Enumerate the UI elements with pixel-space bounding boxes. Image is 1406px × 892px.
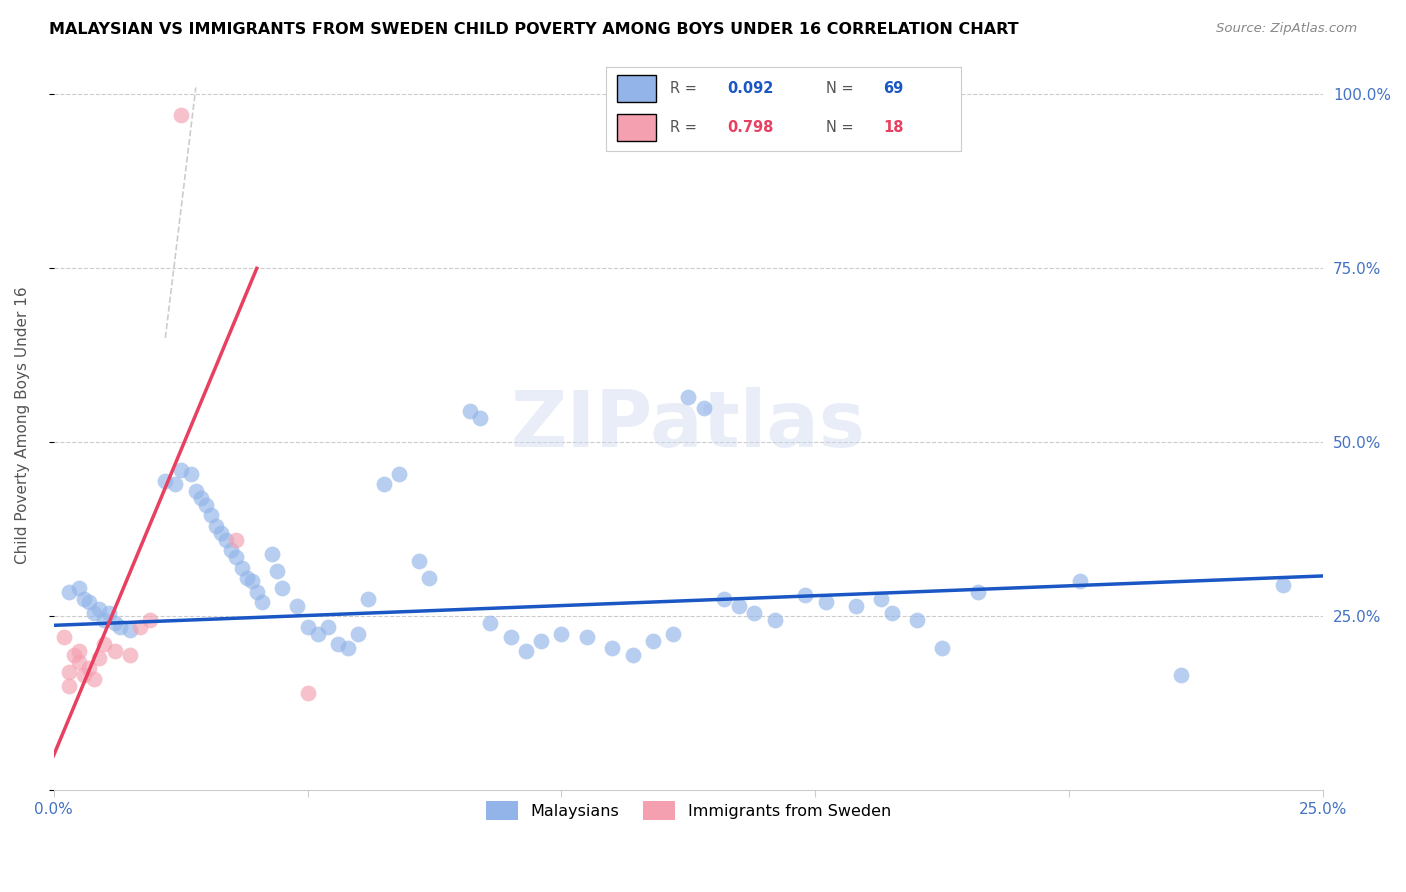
Point [357, 591, 380, 606]
Point [194, 498, 217, 512]
Point [58, 665, 80, 679]
Point [870, 591, 893, 606]
Point [215, 533, 238, 547]
Point [98, 606, 121, 620]
Point [692, 401, 714, 415]
Point [225, 550, 247, 565]
Point [83, 606, 105, 620]
Point [169, 463, 191, 477]
Point [184, 483, 207, 498]
Point [190, 491, 212, 505]
Point [967, 585, 990, 599]
Point [63, 648, 86, 662]
Point [77, 595, 100, 609]
Point [678, 390, 700, 404]
Point [240, 574, 263, 589]
Point [231, 560, 253, 574]
Point [326, 637, 349, 651]
Point [905, 613, 928, 627]
Point [103, 616, 125, 631]
Point [246, 585, 269, 599]
Point [250, 595, 273, 609]
Point [165, 477, 187, 491]
Point [221, 543, 243, 558]
Point [139, 613, 162, 627]
Text: Source: ZipAtlas.com: Source: ZipAtlas.com [1216, 22, 1357, 36]
Y-axis label: Child Poverty Among Boys Under 16: Child Poverty Among Boys Under 16 [15, 286, 30, 564]
Point [200, 508, 222, 523]
Point [266, 564, 288, 578]
Point [271, 582, 294, 596]
Point [550, 626, 572, 640]
Point [347, 626, 370, 640]
Point [337, 640, 360, 655]
Point [118, 648, 141, 662]
Point [662, 626, 685, 640]
Point [73, 591, 96, 606]
Point [470, 411, 492, 425]
Point [89, 651, 111, 665]
Point [209, 525, 232, 540]
Point [93, 613, 115, 627]
Point [794, 589, 817, 603]
Point [58, 679, 80, 693]
Point [316, 620, 339, 634]
Point [763, 613, 786, 627]
Point [287, 599, 309, 613]
Point [499, 630, 522, 644]
Point [744, 606, 766, 620]
Text: ZIPatlas: ZIPatlas [510, 387, 866, 463]
Point [180, 467, 202, 481]
Point [880, 606, 903, 620]
Point [225, 533, 247, 547]
Point [373, 477, 395, 491]
Point [89, 602, 111, 616]
Point [93, 637, 115, 651]
Point [713, 591, 735, 606]
Point [307, 626, 329, 640]
Text: MALAYSIAN VS IMMIGRANTS FROM SWEDEN CHILD POVERTY AMONG BOYS UNDER 16 CORRELATIO: MALAYSIAN VS IMMIGRANTS FROM SWEDEN CHIL… [49, 22, 1019, 37]
Point [297, 620, 319, 634]
Point [67, 644, 90, 658]
Point [205, 518, 228, 533]
Point [458, 404, 481, 418]
Point [169, 108, 191, 122]
Point [621, 648, 644, 662]
Point [479, 616, 502, 631]
Point [67, 582, 90, 596]
Point [52, 630, 75, 644]
Point [1170, 668, 1192, 682]
Point [260, 547, 283, 561]
Point [845, 599, 868, 613]
Point [515, 644, 537, 658]
Point [235, 571, 257, 585]
Point [814, 595, 837, 609]
Point [118, 624, 141, 638]
Point [155, 474, 177, 488]
Point [1271, 578, 1294, 592]
Point [408, 553, 430, 567]
Legend: Malaysians, Immigrants from Sweden: Malaysians, Immigrants from Sweden [479, 795, 897, 826]
Point [77, 661, 100, 675]
Point [73, 668, 96, 682]
Point [67, 655, 90, 669]
Point [530, 633, 553, 648]
Point [600, 640, 623, 655]
Point [931, 640, 953, 655]
Point [108, 620, 131, 634]
Point [297, 686, 319, 700]
Point [641, 633, 664, 648]
Point [83, 672, 105, 686]
Point [1069, 574, 1091, 589]
Point [575, 630, 598, 644]
Point [388, 467, 411, 481]
Point [129, 620, 152, 634]
Point [418, 571, 440, 585]
Point [58, 585, 80, 599]
Point [728, 599, 751, 613]
Point [103, 644, 125, 658]
